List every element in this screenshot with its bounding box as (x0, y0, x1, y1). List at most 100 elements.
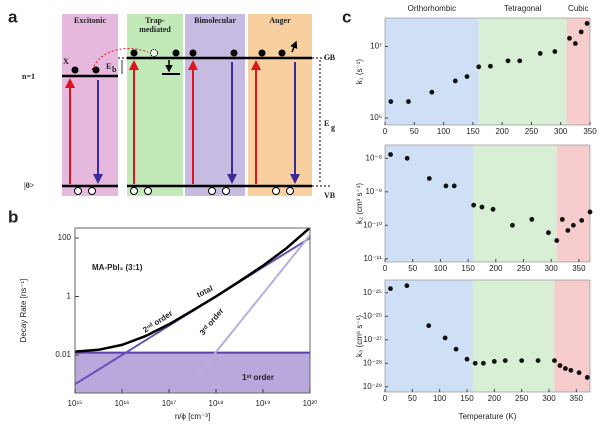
x-tick-label: 250 (525, 127, 539, 136)
carriers (71, 49, 286, 74)
x-tick-label: 300 (554, 127, 568, 136)
x-tick-label: 50 (408, 394, 417, 403)
x-tick-label: 10¹⁹ (256, 399, 271, 408)
column-title: Bimolecular (194, 16, 236, 25)
point (567, 35, 572, 41)
x-tick-label: 200 (495, 127, 509, 136)
plot-area (75, 228, 310, 393)
x-axis-label: n/ϕ [cm⁻³] (175, 412, 210, 421)
phase-region (554, 280, 590, 392)
point (452, 78, 458, 84)
y-tick-label: 10⁻¹¹ (364, 254, 383, 263)
frame (74, 227, 311, 394)
point (453, 346, 459, 352)
point (443, 183, 449, 189)
y-tick-label: 100 (58, 233, 72, 242)
x-tick-label: 150 (460, 394, 474, 403)
point (426, 323, 432, 329)
point (517, 58, 523, 64)
y-axis-label: k₃ (cm⁶ s⁻¹) (355, 315, 364, 357)
vb-label: VB (324, 191, 336, 200)
n1-label: n=1 (22, 72, 35, 81)
y-tick-label: 0.01 (55, 350, 71, 359)
x-tick-label: 200 (489, 264, 503, 273)
x-tick-label: 10¹⁷ (162, 399, 177, 408)
point (578, 29, 584, 35)
eb-label: E (106, 62, 111, 71)
x-tick-label: 50 (410, 127, 419, 136)
point (491, 359, 497, 364)
column (185, 14, 245, 196)
point (472, 360, 478, 366)
frame (384, 144, 591, 263)
x-tick-label: 100 (437, 127, 451, 136)
point (464, 356, 470, 362)
y-tick-label: 10⁻²⁹ (363, 382, 382, 391)
y-axis-label: k₂ (cm³ s⁻¹) (355, 183, 364, 224)
panel-label: a (8, 7, 18, 26)
column-title: Auger (269, 16, 291, 25)
point (565, 228, 571, 233)
series-line (182, 234, 310, 393)
y-tick-label: 10⁻²⁶ (363, 311, 382, 320)
x-tick-label: 10¹⁵ (68, 399, 83, 408)
point (559, 216, 565, 222)
phase-label: Tetragonal (504, 4, 542, 13)
phase-region (385, 280, 473, 392)
point (476, 64, 482, 70)
ground-label: |0> (24, 181, 35, 190)
point (505, 58, 511, 64)
point (557, 363, 563, 368)
point (554, 238, 560, 243)
exciton-label: X (63, 57, 69, 66)
x-tick-label: 10¹⁸ (209, 399, 224, 408)
x-tick-label: 0 (383, 264, 388, 273)
point (519, 358, 525, 364)
x-tick-label: 300 (545, 264, 559, 273)
point (388, 99, 394, 104)
column (127, 14, 183, 196)
point (579, 217, 585, 223)
x-tick-label: 10²⁰ (303, 399, 318, 408)
eb-sub: b (112, 65, 117, 74)
point (570, 222, 576, 228)
auger-arrow (290, 40, 298, 53)
point (479, 204, 485, 210)
column-title: Trap- (145, 16, 165, 25)
x-tick-label: 250 (517, 264, 531, 273)
x-tick-label: 250 (515, 394, 529, 403)
point (406, 99, 411, 104)
series-line (75, 228, 310, 353)
x-tick-label: 350 (572, 264, 586, 273)
x-tick-label: 0 (383, 394, 388, 403)
chart-title: MA-PbI₃ (3:1) (92, 263, 143, 272)
trap-path (91, 48, 149, 71)
x-tick-label: 100 (434, 264, 448, 273)
eg-label: E (324, 119, 329, 128)
point (488, 63, 493, 69)
x-axis-label: Temperature (K) (459, 412, 517, 421)
y-tick-label: 10⁷ (370, 42, 382, 51)
point (568, 367, 574, 373)
x-tick-label: 150 (466, 127, 480, 136)
y-tick-label: 10⁻²⁸ (363, 358, 382, 367)
point (490, 206, 496, 212)
x-tick-label: 350 (583, 127, 597, 136)
point (388, 152, 393, 157)
columns: Excitonic Trap-mediated Bimolecular Auger (62, 14, 312, 196)
point (535, 358, 541, 364)
y-tick-label: 10⁻²⁵ (363, 288, 382, 297)
point (404, 283, 410, 289)
series-label: 1ˢᵗ order (242, 373, 274, 382)
point (529, 216, 535, 222)
point (563, 366, 568, 371)
y-tick-label: 10⁻¹⁰ (363, 220, 382, 229)
x-tick-label: 200 (488, 394, 502, 403)
panel-label: b (8, 207, 18, 226)
column (62, 14, 118, 196)
point (537, 51, 543, 56)
area (75, 352, 310, 393)
point (587, 209, 593, 215)
column (248, 14, 312, 196)
